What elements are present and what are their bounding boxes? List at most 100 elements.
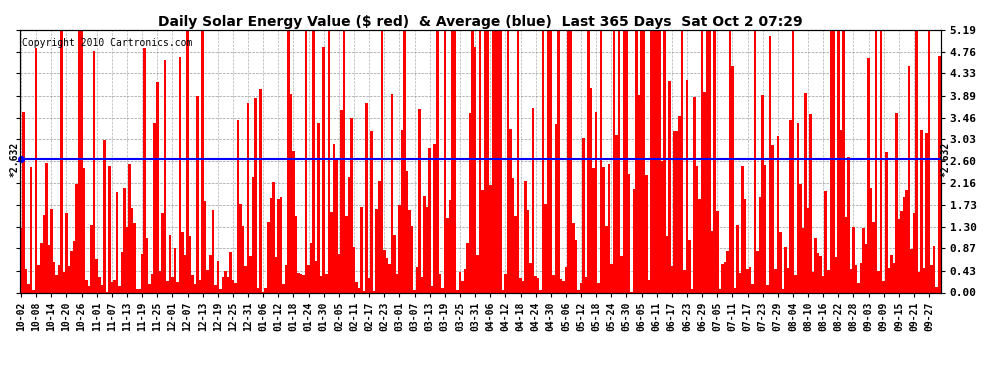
Bar bbox=[921, 130, 923, 292]
Bar bbox=[129, 164, 131, 292]
Bar bbox=[80, 20, 83, 292]
Bar bbox=[867, 58, 870, 292]
Bar bbox=[214, 285, 217, 292]
Bar bbox=[681, 20, 683, 292]
Bar bbox=[577, 290, 580, 292]
Bar bbox=[442, 288, 444, 292]
Bar bbox=[887, 268, 890, 292]
Bar bbox=[926, 134, 928, 292]
Bar bbox=[743, 200, 746, 292]
Bar bbox=[204, 201, 207, 292]
Bar bbox=[451, 20, 453, 292]
Bar bbox=[148, 284, 150, 292]
Bar bbox=[101, 285, 103, 292]
Bar bbox=[219, 289, 222, 292]
Bar bbox=[245, 266, 247, 292]
Bar bbox=[30, 166, 33, 292]
Bar bbox=[406, 171, 408, 292]
Bar bbox=[729, 20, 732, 292]
Bar bbox=[643, 20, 645, 292]
Bar bbox=[532, 108, 535, 292]
Bar bbox=[60, 20, 62, 292]
Bar bbox=[287, 20, 290, 292]
Bar bbox=[444, 20, 446, 292]
Bar bbox=[514, 216, 517, 292]
Bar bbox=[597, 283, 600, 292]
Bar bbox=[931, 266, 933, 292]
Bar bbox=[647, 280, 650, 292]
Bar bbox=[194, 284, 196, 292]
Bar bbox=[595, 112, 597, 292]
Bar bbox=[305, 20, 307, 292]
Bar bbox=[23, 112, 25, 292]
Bar bbox=[753, 20, 756, 292]
Bar bbox=[126, 227, 129, 292]
Bar bbox=[696, 166, 698, 292]
Bar bbox=[411, 226, 413, 292]
Bar bbox=[282, 284, 285, 292]
Bar bbox=[799, 184, 802, 292]
Bar bbox=[486, 20, 489, 292]
Bar bbox=[605, 226, 608, 292]
Bar bbox=[830, 20, 832, 292]
Bar bbox=[338, 254, 341, 292]
Bar bbox=[247, 103, 249, 292]
Bar bbox=[249, 256, 251, 292]
Bar bbox=[242, 226, 245, 292]
Bar bbox=[365, 103, 368, 292]
Bar bbox=[615, 135, 618, 292]
Bar bbox=[290, 94, 292, 292]
Bar bbox=[590, 88, 592, 292]
Text: Copyright 2010 Cartronics.com: Copyright 2010 Cartronics.com bbox=[22, 38, 192, 48]
Bar bbox=[519, 278, 522, 292]
Bar bbox=[209, 255, 212, 292]
Bar bbox=[507, 20, 509, 292]
Bar bbox=[388, 264, 391, 292]
Bar bbox=[28, 284, 30, 292]
Bar bbox=[683, 270, 686, 292]
Bar bbox=[116, 192, 118, 292]
Bar bbox=[421, 277, 424, 292]
Bar bbox=[346, 216, 347, 292]
Bar bbox=[363, 291, 365, 292]
Bar bbox=[547, 20, 549, 292]
Bar bbox=[933, 246, 936, 292]
Bar bbox=[350, 118, 352, 292]
Bar bbox=[564, 267, 567, 292]
Bar bbox=[40, 243, 43, 292]
Bar bbox=[88, 286, 90, 292]
Bar bbox=[895, 112, 898, 292]
Bar bbox=[865, 244, 867, 292]
Bar bbox=[176, 282, 179, 292]
Bar bbox=[535, 276, 537, 292]
Bar bbox=[173, 248, 176, 292]
Bar bbox=[295, 216, 297, 292]
Bar bbox=[212, 210, 214, 292]
Bar bbox=[439, 274, 442, 292]
Bar bbox=[103, 140, 106, 292]
Bar bbox=[139, 289, 141, 292]
Bar bbox=[235, 283, 237, 292]
Bar bbox=[429, 148, 431, 292]
Bar bbox=[323, 47, 325, 292]
Bar bbox=[668, 81, 670, 292]
Bar bbox=[73, 241, 75, 292]
Bar bbox=[691, 289, 693, 292]
Bar bbox=[719, 289, 721, 292]
Bar bbox=[567, 20, 569, 292]
Bar bbox=[587, 20, 590, 292]
Bar bbox=[748, 267, 751, 292]
Bar bbox=[600, 20, 603, 292]
Bar bbox=[237, 120, 240, 292]
Bar bbox=[285, 265, 287, 292]
Bar bbox=[313, 20, 315, 292]
Bar bbox=[746, 269, 748, 292]
Bar bbox=[638, 95, 641, 292]
Bar bbox=[300, 273, 302, 292]
Bar bbox=[408, 210, 411, 292]
Bar bbox=[330, 212, 333, 292]
Bar bbox=[222, 278, 224, 292]
Bar bbox=[318, 123, 320, 292]
Bar bbox=[463, 268, 466, 292]
Bar bbox=[458, 273, 461, 292]
